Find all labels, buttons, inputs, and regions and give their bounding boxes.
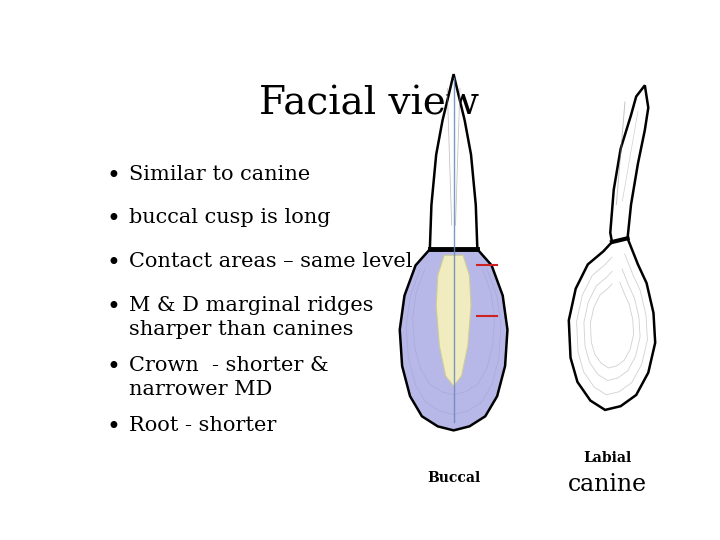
Text: •: • (107, 165, 121, 187)
Polygon shape (569, 238, 655, 410)
Text: M & D marginal ridges
sharper than canines: M & D marginal ridges sharper than canin… (129, 295, 374, 339)
Text: •: • (107, 208, 121, 231)
Text: Labial: Labial (583, 451, 632, 465)
Polygon shape (430, 74, 477, 249)
Polygon shape (611, 85, 648, 242)
Text: buccal cusp is long: buccal cusp is long (129, 208, 330, 227)
Text: canine: canine (568, 474, 647, 496)
Text: •: • (107, 416, 121, 439)
Text: Facial view: Facial view (259, 85, 479, 123)
Text: Similar to canine: Similar to canine (129, 165, 310, 184)
Text: •: • (107, 252, 121, 275)
Text: •: • (107, 356, 121, 379)
Text: •: • (107, 295, 121, 319)
Text: Buccal: Buccal (427, 471, 480, 484)
Polygon shape (436, 255, 471, 386)
Text: Crown  - shorter &
narrower MD: Crown - shorter & narrower MD (129, 356, 329, 399)
Text: Contact areas – same level: Contact areas – same level (129, 252, 413, 271)
Text: Root - shorter: Root - shorter (129, 416, 276, 435)
Polygon shape (400, 249, 508, 430)
